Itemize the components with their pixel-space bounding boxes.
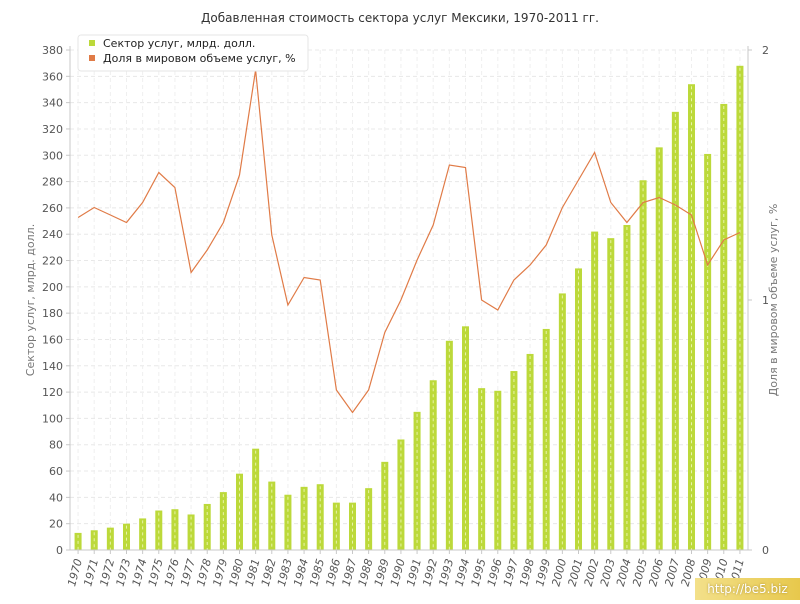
legend-swatch-line <box>89 55 95 61</box>
bar[interactable] <box>510 371 518 550</box>
y-tick-label: 40 <box>49 491 63 504</box>
y-tick-label: 360 <box>42 70 63 83</box>
bar[interactable] <box>397 439 405 550</box>
legend-item-bars[interactable]: Сектор услуг, млрд. долл. <box>89 37 255 50</box>
y-tick-label: 340 <box>42 97 63 110</box>
x-axis-ticks: 1970197119721973197419751976197719781979… <box>65 550 747 588</box>
bar[interactable] <box>704 153 712 550</box>
y-tick-label: 220 <box>42 255 63 268</box>
watermark-link[interactable]: http://be5.biz <box>695 578 800 600</box>
y-tick-label: 380 <box>42 44 63 57</box>
legend-swatch-bars <box>89 40 95 46</box>
y-tick-label: 260 <box>42 202 63 215</box>
y-tick-label: 120 <box>42 386 63 399</box>
chart-title: Добавленная стоимость сектора услуг Мекс… <box>201 11 599 25</box>
legend-label-bars: Сектор услуг, млрд. долл. <box>103 37 255 50</box>
y2-axis-label: Доля в мировом объеме услуг, % <box>767 204 780 397</box>
bar[interactable] <box>123 523 130 550</box>
axes <box>69 46 749 551</box>
bar[interactable] <box>429 380 437 550</box>
y-tick-label: 0 <box>56 544 63 557</box>
y-axis-ticks: 0 20 40 60 80 100 120 140 160 180 200 220 240 260 280 3… <box>42 44 70 557</box>
line-series <box>77 69 741 414</box>
legend-box <box>77 34 309 72</box>
y-tick-label: 160 <box>42 333 63 346</box>
y2-tick-label: 0 <box>762 544 769 557</box>
bar[interactable] <box>106 527 114 550</box>
y-tick-label: 80 <box>49 439 63 452</box>
y-tick-label: 240 <box>42 228 63 241</box>
y-tick-label: 200 <box>42 281 63 294</box>
y2-tick-label: 1 <box>762 294 769 307</box>
bar[interactable] <box>187 514 195 550</box>
line-path[interactable] <box>77 69 741 414</box>
y-tick-label: 20 <box>49 518 63 531</box>
bar[interactable] <box>332 502 340 550</box>
bar[interactable] <box>623 225 631 550</box>
y-axis-label: Сектор услуг, млрд. долл. <box>24 224 37 376</box>
bar[interactable] <box>300 486 308 550</box>
y-tick-label: 60 <box>49 465 63 478</box>
bar[interactable] <box>155 510 163 550</box>
bar[interactable] <box>607 238 615 550</box>
legend: Сектор услуг, млрд. долл. Доля в мировом… <box>77 34 309 72</box>
y2-tick-label: 2 <box>762 44 769 57</box>
bar[interactable] <box>349 502 356 550</box>
y-tick-label: 140 <box>42 360 63 373</box>
bar-series <box>74 65 744 551</box>
bar[interactable] <box>203 503 211 550</box>
bar[interactable] <box>494 390 502 550</box>
y-tick-label: 320 <box>42 123 63 136</box>
bar[interactable] <box>720 103 728 551</box>
bar[interactable] <box>365 488 373 550</box>
y2-axis-ticks: 0 1 2 <box>748 44 769 557</box>
y-tick-label: 100 <box>42 412 63 425</box>
legend-item-line[interactable]: Доля в мировом объеме услуг, % <box>89 52 296 65</box>
y-tick-label: 300 <box>42 149 63 162</box>
legend-label-line: Доля в мировом объеме услуг, % <box>103 52 296 65</box>
y-tick-label: 180 <box>42 307 63 320</box>
y-tick-label: 280 <box>42 176 63 189</box>
